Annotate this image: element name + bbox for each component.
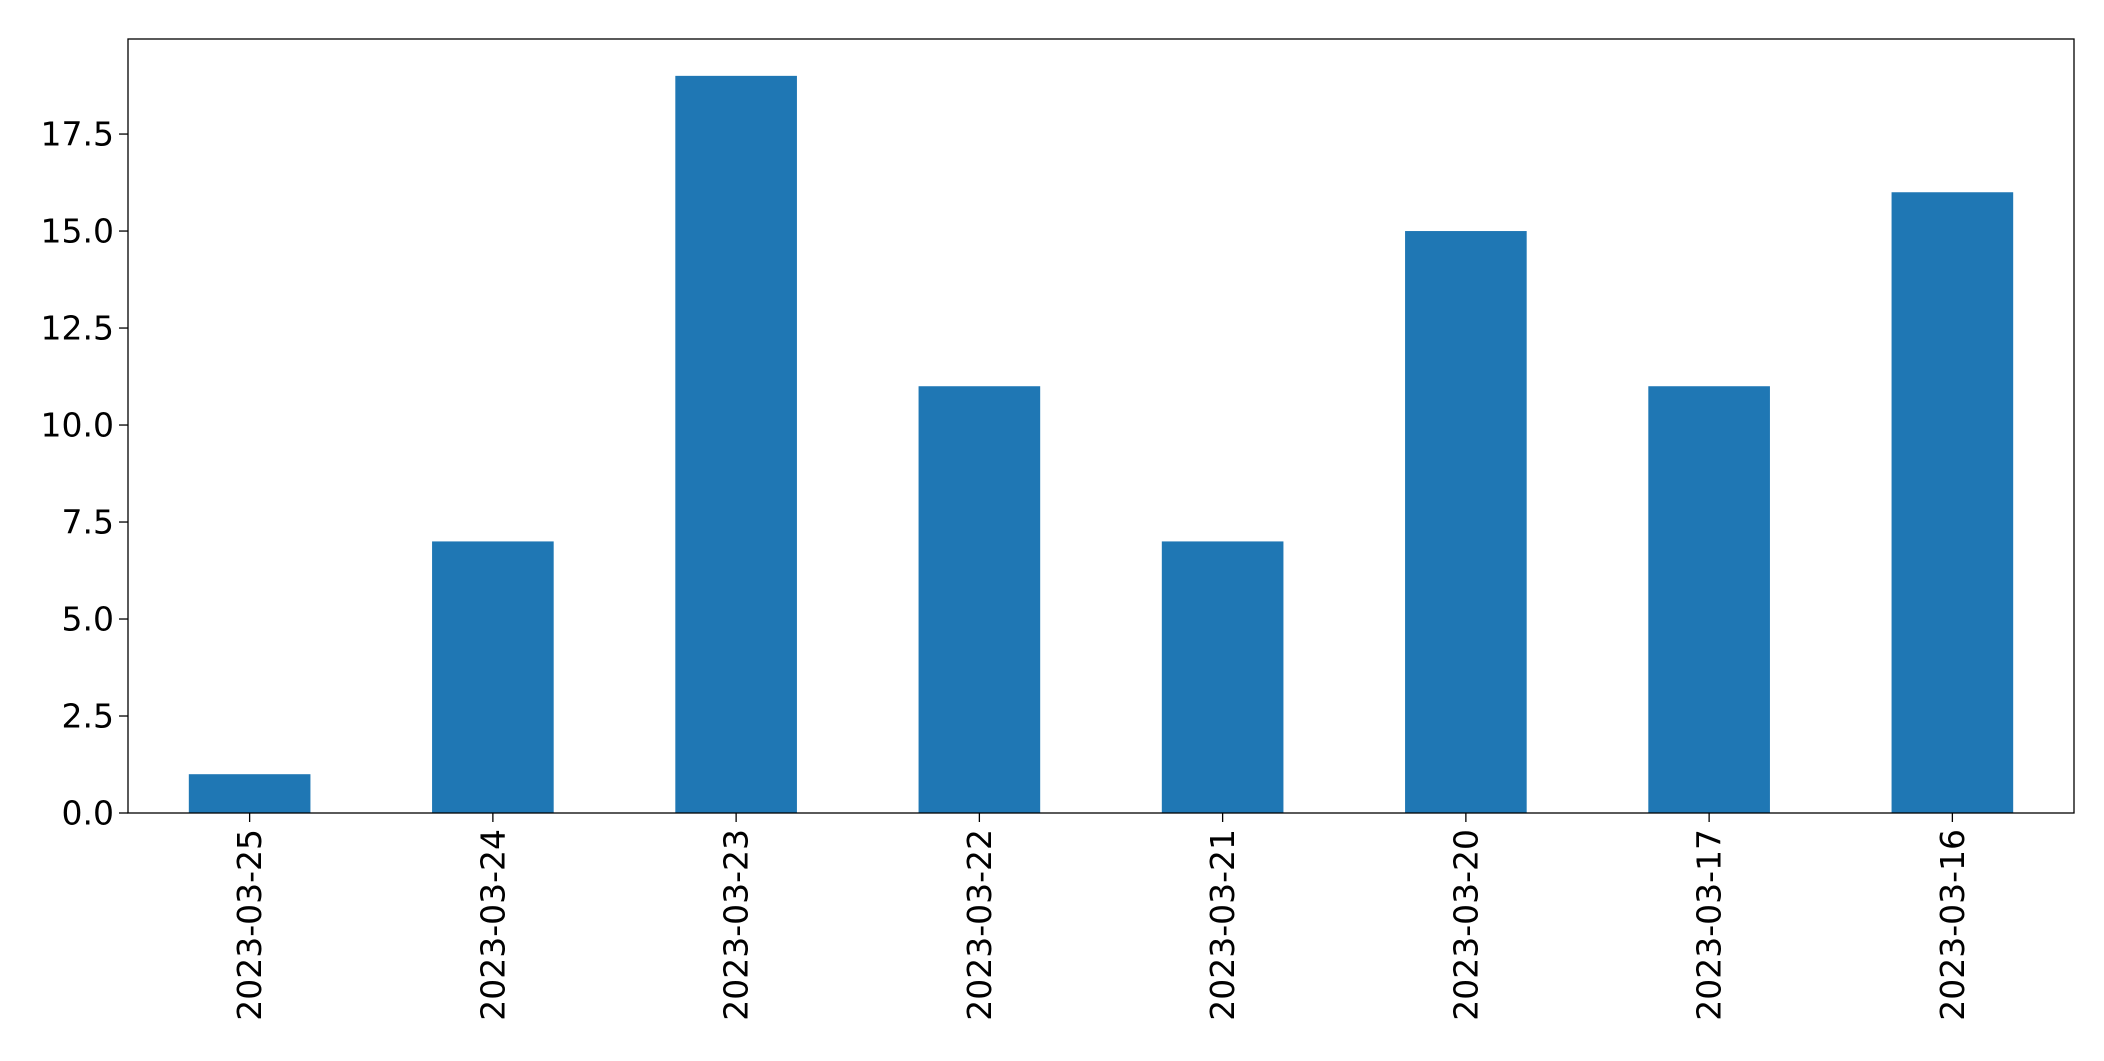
y-tick-label: 15.0 bbox=[41, 212, 114, 251]
plot-frame bbox=[127, 38, 2075, 814]
x-tick-label: 2023-03-17 bbox=[1690, 829, 1729, 1021]
x-tick-label: 2023-03-25 bbox=[230, 829, 269, 1021]
y-tick-label: 12.5 bbox=[41, 309, 114, 348]
bar-2023-03-24 bbox=[432, 541, 554, 813]
bar-2023-03-20 bbox=[1405, 231, 1527, 814]
bar-2023-03-16 bbox=[1891, 192, 2014, 814]
y-tick-label: 0.0 bbox=[62, 794, 114, 833]
y-tick-label: 2.5 bbox=[62, 697, 114, 736]
bar-2023-03-22 bbox=[918, 386, 1041, 813]
y-axis: 0.0 2.5 5.0 7.5 10.0 12.5 15.0 17.5 bbox=[41, 115, 128, 833]
x-axis: 2023-03-25 2023-03-24 2023-03-23 2023-03-22… bbox=[230, 813, 1972, 1021]
y-tick-label: 7.5 bbox=[62, 503, 114, 542]
x-tick-label: 2023-03-20 bbox=[1446, 829, 1485, 1021]
x-tick-label: 2023-03-16 bbox=[1933, 829, 1972, 1021]
bar-2023-03-21 bbox=[1161, 541, 1284, 813]
bar-2023-03-17 bbox=[1648, 386, 1770, 813]
x-tick-label: 2023-03-22 bbox=[960, 829, 999, 1021]
x-tick-label: 2023-03-23 bbox=[717, 829, 756, 1021]
bars-group bbox=[188, 75, 2014, 814]
x-tick-label: 2023-03-21 bbox=[1203, 829, 1242, 1021]
y-tick-label: 10.0 bbox=[41, 406, 114, 445]
bar-2023-03-23 bbox=[675, 75, 797, 814]
y-tick-label: 17.5 bbox=[41, 115, 114, 154]
y-tick-label: 5.0 bbox=[62, 600, 114, 639]
x-tick-label: 2023-03-24 bbox=[473, 829, 512, 1021]
bar-2023-03-25 bbox=[188, 774, 311, 813]
